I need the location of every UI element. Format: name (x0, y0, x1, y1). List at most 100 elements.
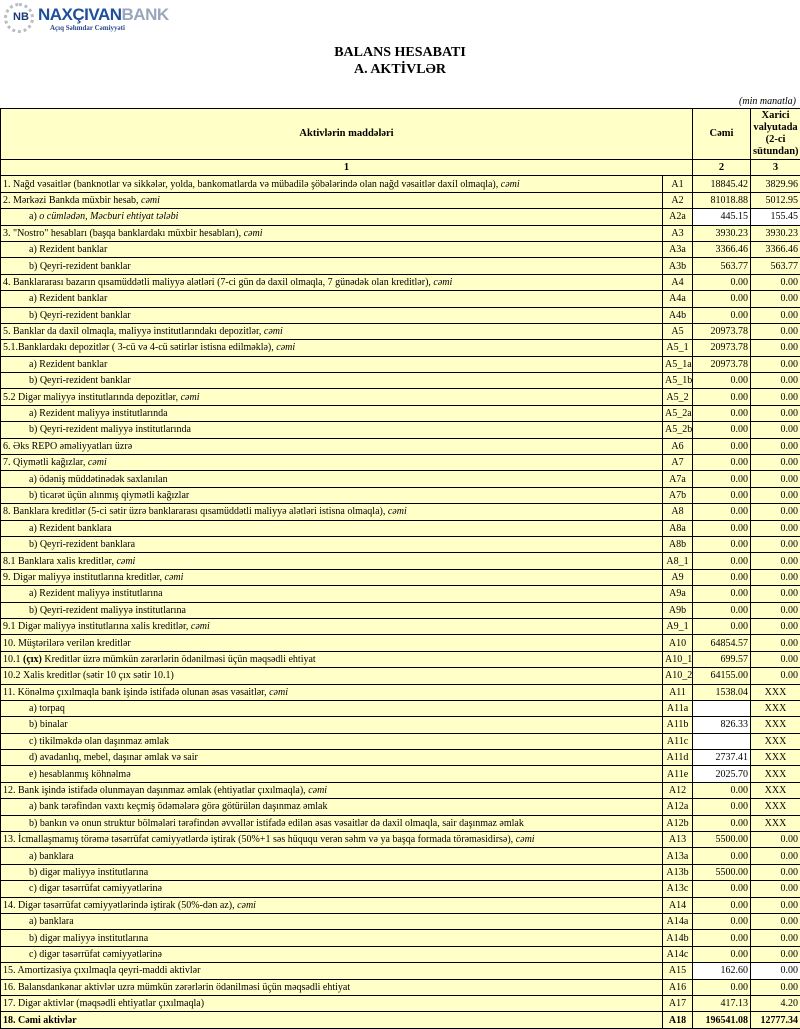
table-row: 3. "Nostro" hesabları (başqa banklardakı… (1, 225, 800, 241)
row-foreign-value: 0.00 (751, 979, 800, 995)
row-total-value[interactable]: 826.33 (693, 717, 751, 733)
row-foreign-value[interactable]: 0.00 (751, 963, 800, 979)
row-code: A14b (663, 930, 693, 946)
row-total-value: 0.00 (693, 602, 751, 618)
logo-mark: NB (13, 11, 29, 23)
table-row: 14. Digər təsərrüfat cəmiyyətlərində işt… (1, 897, 800, 913)
row-label-italic: cəmi (388, 506, 407, 517)
row-foreign-value: XXX (751, 700, 800, 716)
row-foreign-value: 0.00 (751, 651, 800, 667)
unit-note: (min manatla) (739, 96, 796, 107)
row-label: 12. Bank işində istifadə olunmayan daşın… (1, 782, 663, 798)
row-label: 9.1 Digər maliyyə institutlarına xalis k… (1, 618, 663, 634)
row-code: A5_1 (663, 340, 693, 356)
row-label: b) Qeyri-rezident banklar (1, 373, 663, 389)
row-label-text: a) Rezident banklara (29, 523, 112, 534)
row-label: b) digər maliyyə institutlarına (1, 930, 663, 946)
row-total-value: 0.00 (693, 553, 751, 569)
row-foreign-value: 0.00 (751, 569, 800, 585)
header-row: Aktivlərin maddələri Cəmi Xarici valyuta… (1, 109, 800, 160)
row-label: 4. Banklararası bazarın qısamüddətli mal… (1, 274, 663, 290)
row-code: A5 (663, 323, 693, 339)
table-row: 12. Bank işində istifadə olunmayan daşın… (1, 782, 800, 798)
row-code: A11c (663, 733, 693, 749)
table-row: 10.2 Xalis kreditlər (sətir 10 çıx sətir… (1, 668, 800, 684)
table-row: b) ticarət üçün alınmış qiymətli kağızla… (1, 487, 800, 503)
row-label: 13. İcmallaşmamış törəmə təsərrüfat cəmi… (1, 832, 663, 848)
row-total-value: 64854.57 (693, 635, 751, 651)
row-code: A3b (663, 258, 693, 274)
row-foreign-value: XXX (751, 717, 800, 733)
row-label-text: c) tikilməkdə olan daşınmaz əmlak (29, 736, 169, 747)
row-label: 5.2 Digər maliyyə institutlarında depozi… (1, 389, 663, 405)
row-total-value: 0.00 (693, 815, 751, 831)
row-code: A4a (663, 291, 693, 307)
row-foreign-value[interactable]: 155.45 (751, 209, 800, 225)
table-row: b) bankın və onun struktur bölmələri tər… (1, 815, 800, 831)
row-code: A10 (663, 635, 693, 651)
row-label-italic: cəmi (181, 392, 200, 403)
row-code: A17 (663, 995, 693, 1011)
row-total-value[interactable] (693, 700, 751, 716)
row-total-value: 81018.88 (693, 192, 751, 208)
row-label: 10.2 Xalis kreditlər (sətir 10 çıx sətir… (1, 668, 663, 684)
row-foreign-value: 0.00 (751, 586, 800, 602)
row-total-value: 18845.42 (693, 176, 751, 192)
row-code: A7a (663, 471, 693, 487)
row-label-text: 14. Digər təsərrüfat cəmiyyətlərində işt… (3, 900, 237, 911)
row-foreign-value: 0.00 (751, 553, 800, 569)
row-label-text: b) Qeyri-rezident banklar (29, 375, 131, 386)
row-label: a) Rezident maliyyə institutlarına (1, 586, 663, 602)
row-label-italic: cəmi (88, 457, 107, 468)
row-label-italic: cəmi (501, 179, 520, 190)
row-code: A11e (663, 766, 693, 782)
row-total-value: 417.13 (693, 995, 751, 1011)
row-foreign-value: 0.00 (751, 520, 800, 536)
row-foreign-value: 0.00 (751, 405, 800, 421)
row-foreign-value: 0.00 (751, 618, 800, 634)
row-total-value[interactable]: 2025.70 (693, 766, 751, 782)
row-label-text: b) Qeyri-rezident banklar (29, 310, 131, 321)
row-label-text: b) binalar (29, 719, 68, 730)
row-label-italic: cəmi (191, 621, 210, 632)
row-label: d) avadanlıq, mebel, daşınar əmlak və sa… (1, 750, 663, 766)
table-row: 9. Digər maliyyə institutlarına kreditlə… (1, 569, 800, 585)
page-subtitle: A. AKTİVLƏR (0, 62, 800, 78)
row-label-italic: cəmi (264, 326, 283, 337)
row-code: A12a (663, 799, 693, 815)
row-label-text: 5.1.Banklardakı depozitlər ( 3-cü və 4-c… (3, 342, 276, 353)
row-foreign-value: 5012.95 (751, 192, 800, 208)
row-total-value: 0.00 (693, 307, 751, 323)
row-foreign-value: 0.00 (751, 356, 800, 372)
row-total-value: 196541.08 (693, 1012, 751, 1028)
row-total-value[interactable]: 2737.41 (693, 750, 751, 766)
header-total: Cəmi (693, 109, 751, 160)
row-code: A2 (663, 192, 693, 208)
row-label-text: 16. Balansdankənar aktivlər uzrə mümkün … (3, 982, 350, 993)
column-number-1: 1 (1, 160, 693, 176)
row-label: b) Qeyri-rezident maliyyə institutlarınd… (1, 422, 663, 438)
row-total-value[interactable] (693, 733, 751, 749)
table-row: 5.1.Banklardakı depozitlər ( 3-cü və 4-c… (1, 340, 800, 356)
row-foreign-value: 0.00 (751, 536, 800, 552)
row-label-text: 4. Banklararası bazarın qısamüddətli mal… (3, 277, 433, 288)
row-code: A15 (663, 963, 693, 979)
row-total-value[interactable]: 445.15 (693, 209, 751, 225)
row-label: 18. Cəmi aktivlər (1, 1012, 663, 1028)
row-label-text: a) Rezident banklar (29, 359, 107, 370)
row-label-text: b) ticarət üçün alınmış qiymətli kağızla… (29, 490, 189, 501)
row-total-value[interactable]: 162.60 (693, 963, 751, 979)
row-label: a) torpaq (1, 700, 663, 716)
row-total-value: 0.00 (693, 913, 751, 929)
row-label-text: 10.1 (3, 654, 23, 665)
row-foreign-value: 0.00 (751, 389, 800, 405)
row-code: A4b (663, 307, 693, 323)
table-row: b) Qeyri-rezident maliyyə institutlarınd… (1, 422, 800, 438)
row-label-text: b) digər maliyyə institutlarına (29, 867, 148, 878)
